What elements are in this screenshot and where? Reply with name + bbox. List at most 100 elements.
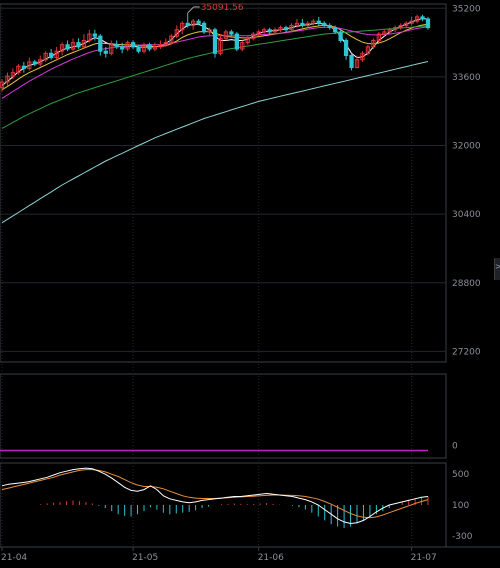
- candle-body: [191, 20, 196, 26]
- candle-body: [289, 24, 294, 31]
- candle-body: [382, 31, 387, 35]
- candle-body: [5, 75, 10, 83]
- y-tick-label: 35200: [452, 4, 481, 14]
- panel-frame: [0, 373, 447, 459]
- axis-labels: 35200 33600 32000 30400 28800 27200 0 500 100 -30…: [1, 4, 481, 563]
- candle-body: [333, 27, 338, 33]
- candle-body: [125, 42, 130, 50]
- candlestick-panel[interactable]: 35091.56: [0, 3, 431, 224]
- candle-body: [120, 46, 125, 50]
- peak-leader: [187, 6, 195, 14]
- y-tick-label: 27200: [452, 347, 481, 357]
- candle-body: [76, 42, 81, 48]
- candle-body: [371, 39, 376, 48]
- candle-body: [10, 72, 16, 77]
- candle-body: [32, 61, 37, 65]
- candle-body: [130, 42, 136, 48]
- candle-body: [338, 31, 343, 41]
- candle-body: [158, 44, 163, 48]
- candle-body: [343, 39, 349, 56]
- candle-body: [327, 24, 332, 29]
- macd-tick-label: 100: [452, 501, 469, 511]
- candle-body: [404, 22, 409, 26]
- candle-body: [185, 22, 190, 26]
- candle-body: [300, 22, 305, 26]
- candle-body: [376, 33, 381, 41]
- y-tick-label: 28800: [452, 279, 481, 289]
- x-tick-label: 21-05: [132, 553, 158, 563]
- candle-body: [180, 22, 185, 31]
- candle-body: [262, 29, 267, 33]
- candle-body: [21, 65, 26, 69]
- candle-body: [272, 29, 278, 33]
- candle-body: [398, 24, 403, 29]
- candle-body: [354, 59, 360, 68]
- y-tick-label: 30400: [452, 210, 481, 220]
- candle-body: [174, 29, 179, 37]
- candle-body: [16, 65, 21, 74]
- candle-body: [0, 81, 5, 89]
- candle-body: [49, 52, 54, 59]
- candle-body: [169, 35, 174, 44]
- x-tick-label: 21-06: [258, 553, 284, 563]
- chevron-right-icon: >: [495, 262, 500, 271]
- grid-lines: [0, 3, 500, 548]
- candle-body: [163, 42, 168, 46]
- x-tick-label: 21-07: [411, 553, 437, 563]
- candle-body: [251, 33, 256, 39]
- candle-body: [365, 46, 371, 54]
- candle-body: [316, 20, 321, 24]
- candle-body: [43, 52, 48, 61]
- candle-body: [409, 20, 414, 24]
- candle-body: [360, 52, 365, 61]
- candle-body: [256, 31, 261, 35]
- candle-body: [65, 44, 70, 50]
- macd-dea-line: [1, 469, 429, 519]
- candle-body: [414, 16, 420, 22]
- candle-body: [420, 16, 425, 20]
- candle-body: [87, 33, 92, 41]
- indicator-tick-label: 0: [452, 442, 458, 452]
- macd-tick-label: 500: [452, 470, 469, 480]
- candle-body: [196, 20, 201, 24]
- candle-body: [322, 22, 327, 26]
- y-tick-label: 33600: [452, 73, 481, 83]
- candle-body: [267, 29, 272, 33]
- candle-body: [311, 20, 316, 24]
- peak-price-label: 35091.56: [201, 3, 244, 13]
- candle-body: [136, 46, 141, 52]
- macd-panel[interactable]: [1, 467, 429, 529]
- candle-body: [59, 44, 65, 52]
- y-tick-label: 32000: [452, 142, 481, 152]
- candle-body: [245, 37, 250, 44]
- candle-body: [114, 44, 119, 48]
- candle-body: [147, 44, 152, 50]
- x-tick-label: 21-04: [1, 553, 27, 563]
- candle-body: [305, 22, 310, 26]
- candle-body: [240, 42, 245, 50]
- candle-body: [70, 42, 76, 50]
- candle-body: [349, 54, 354, 68]
- candle-body: [81, 39, 87, 48]
- candle-body: [98, 35, 103, 52]
- macd-tick-label: -300: [452, 532, 473, 542]
- candle-body: [229, 31, 234, 35]
- candle-body: [201, 22, 207, 33]
- candle-body: [103, 50, 108, 54]
- candle-body: [234, 33, 239, 50]
- panel-collapse-tab[interactable]: >: [494, 258, 500, 280]
- candle-body: [27, 61, 32, 69]
- candle-body: [283, 27, 289, 31]
- candle-body: [92, 33, 97, 37]
- candle-body: [278, 27, 283, 31]
- candle-body: [141, 44, 147, 52]
- candle-body: [387, 29, 392, 33]
- candle-body: [109, 44, 114, 54]
- candle-body: [212, 29, 218, 54]
- moving-average-ma120: [1, 61, 429, 224]
- candle-body: [393, 27, 398, 31]
- macd-dif-line: [1, 467, 429, 525]
- candle-body: [425, 18, 431, 29]
- candle-body: [38, 59, 43, 65]
